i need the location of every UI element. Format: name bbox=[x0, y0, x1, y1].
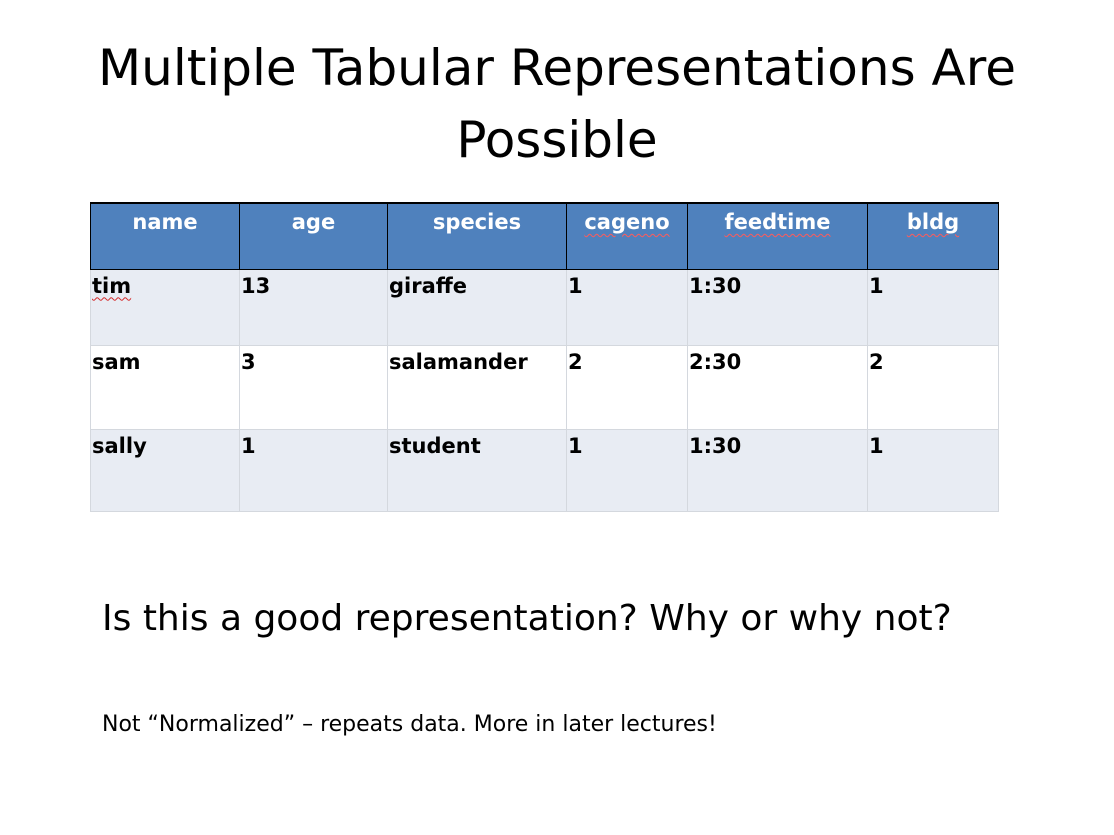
cell-age: 1 bbox=[239, 428, 388, 512]
table-row: tim 13 giraffe 1 1:30 1 bbox=[90, 268, 999, 346]
cell-species: salamander bbox=[387, 344, 567, 430]
cell-name: tim bbox=[90, 268, 240, 346]
discussion-question: Is this a good representation? Why or wh… bbox=[102, 598, 952, 639]
cell-bldg: 1 bbox=[867, 268, 999, 346]
column-header-species: species bbox=[387, 202, 567, 270]
table-row: sally 1 student 1 1:30 1 bbox=[90, 428, 999, 512]
column-header-age: age bbox=[239, 202, 388, 270]
column-header-bldg: bldg bbox=[867, 202, 999, 270]
cell-name: sally bbox=[90, 428, 240, 512]
cell-cageno: 1 bbox=[566, 428, 688, 512]
cell-species: giraffe bbox=[387, 268, 567, 346]
cell-bldg: 2 bbox=[867, 344, 999, 430]
spellcheck-underline: cageno bbox=[584, 210, 670, 234]
cell-cageno: 1 bbox=[566, 268, 688, 346]
answer-note: Not “Normalized” – repeats data. More in… bbox=[102, 712, 717, 737]
slide-title-line-1: Multiple Tabular Representations Are bbox=[98, 39, 1016, 97]
column-header-cageno: cageno bbox=[566, 202, 688, 270]
cell-feedtime: 1:30 bbox=[687, 428, 868, 512]
table-header-row: name age species cageno feedtime bldg bbox=[90, 202, 999, 270]
cell-age: 13 bbox=[239, 268, 388, 346]
spellcheck-underline: feedtime bbox=[724, 210, 831, 234]
cell-name: sam bbox=[90, 344, 240, 430]
table-row: sam 3 salamander 2 2:30 2 bbox=[90, 344, 999, 430]
cell-feedtime: 2:30 bbox=[687, 344, 868, 430]
slide-title-line-2: Possible bbox=[456, 111, 658, 169]
spellcheck-underline: tim bbox=[92, 273, 132, 298]
cell-age: 3 bbox=[239, 344, 388, 430]
spellcheck-underline: bldg bbox=[906, 210, 960, 234]
slide-title: Multiple Tabular Representations Are Pos… bbox=[40, 32, 1074, 176]
cell-cageno: 2 bbox=[566, 344, 688, 430]
column-header-feedtime: feedtime bbox=[687, 202, 868, 270]
cell-species: student bbox=[387, 428, 567, 512]
animals-table: name age species cageno feedtime bldg ti… bbox=[90, 202, 999, 512]
cell-feedtime: 1:30 bbox=[687, 268, 868, 346]
column-header-name: name bbox=[90, 202, 240, 270]
cell-bldg: 1 bbox=[867, 428, 999, 512]
